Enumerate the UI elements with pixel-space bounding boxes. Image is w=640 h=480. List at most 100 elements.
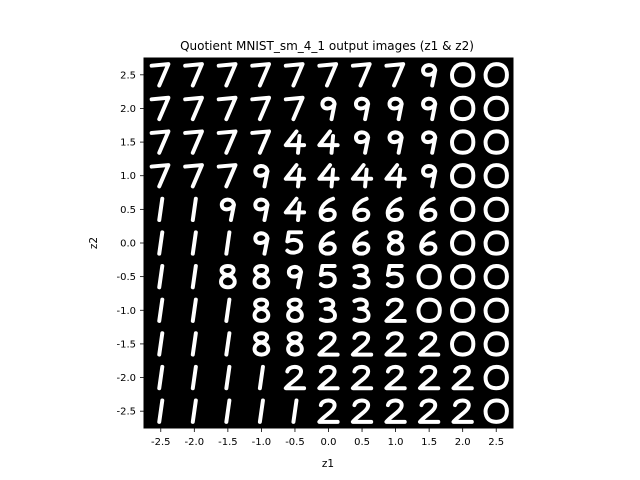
digit-cell [219,197,236,223]
digit-cell [352,230,371,256]
digit-glyph-7 [283,62,305,88]
digit-glyph-0 [450,163,476,189]
digit-cell [483,196,509,223]
digit-cell [353,130,371,155]
digit-glyph-0 [483,62,509,88]
y-tick-label: 0.0 [120,239,136,250]
digit-glyph-7 [384,62,406,88]
digit-glyph-9 [421,164,438,189]
digit-cell [252,263,271,290]
digit-cell [157,364,165,391]
digit-cell [286,331,304,357]
digit-cell [352,264,371,290]
digit-cell [450,230,476,256]
digit-cell [224,230,232,256]
y-tick-label: 0.5 [120,205,136,216]
digit-cell [384,163,407,189]
digit-cell [253,231,270,256]
digit-glyph-4 [350,163,374,189]
digit-glyph-5 [385,263,404,289]
digit-cell [418,398,441,424]
digit-glyph-1 [257,364,265,391]
digit-cell [450,62,476,88]
digit-glyph-9 [219,197,236,223]
digit-glyph-0 [483,398,509,424]
digit-cell [283,364,307,391]
digit-cell [450,196,476,223]
digit-cell [286,264,304,290]
digit-glyph-7 [216,163,238,189]
digit-cell [317,398,340,424]
digit-glyph-4 [283,129,307,155]
digit-glyph-8 [286,331,304,357]
digit-cell [350,331,374,357]
plot-frame [143,57,514,429]
chart-title: Quotient MNIST_sm_4_1 output images (z1 … [180,39,474,53]
digit-glyph-2 [418,331,441,357]
digit-glyph-0 [416,263,442,290]
digit-glyph-2 [350,398,374,424]
digit-glyph-1 [224,364,232,391]
digit-glyph-7 [183,163,204,189]
digit-glyph-7 [216,129,238,155]
digit-glyph-7 [149,95,171,122]
digit-glyph-0 [450,196,476,223]
digit-cell [318,297,337,323]
digit-glyph-6 [419,230,438,256]
digit-cell [183,163,204,189]
digit-glyph-9 [253,164,270,189]
x-tick-label: -2.0 [185,437,205,448]
digit-cell [483,398,509,424]
digit-glyph-8 [252,331,271,357]
digit-cell [419,230,438,256]
digit-glyph-7 [317,62,339,88]
digit-cell [450,297,476,323]
digit-cell [285,230,304,255]
digit-glyph-4 [283,163,307,189]
digit-glyph-1 [190,364,198,391]
digit-glyph-1 [190,230,198,256]
digit-glyph-7 [216,95,238,122]
digit-glyph-2 [451,364,474,391]
digit-glyph-7 [183,129,204,155]
digit-cell [318,196,337,223]
digit-glyph-9 [421,130,438,155]
digit-glyph-1 [224,331,232,357]
digit-glyph-0 [483,331,509,357]
digit-glyph-0 [483,129,509,155]
digit-glyph-7 [149,62,171,88]
digit-cell [283,196,307,223]
digit-cell [483,62,509,88]
digit-cell [451,364,474,391]
y-tick-label: 1.5 [120,138,136,149]
digit-glyph-1 [157,196,165,223]
digit-cell [157,263,165,290]
digit-glyph-1 [157,364,165,391]
digit-glyph-1 [190,263,198,290]
digit-cell [190,196,198,223]
digit-glyph-2 [418,364,441,391]
digit-glyph-2 [317,398,340,424]
digit-cell [353,96,371,122]
digit-cell [190,230,198,256]
digit-glyph-1 [257,398,265,424]
digit-glyph-6 [352,230,371,256]
y-tick-label: -1.0 [116,306,136,317]
digit-glyph-2 [384,297,407,323]
digit-glyph-0 [450,95,476,122]
digit-glyph-3 [318,297,337,323]
digit-cell [157,331,165,357]
digit-cell [421,130,438,155]
digit-cell [350,364,374,391]
x-axis-label: z1 [322,458,334,470]
digit-glyph-7 [350,62,372,88]
digit-glyph-9 [286,264,304,290]
digit-cell [252,331,271,357]
digit-glyph-4 [317,129,340,155]
digit-cell [149,62,171,88]
y-tick-label: 1.0 [120,171,136,182]
digit-cell [450,163,476,189]
digit-cell [320,96,337,122]
digit-cell [224,297,232,323]
